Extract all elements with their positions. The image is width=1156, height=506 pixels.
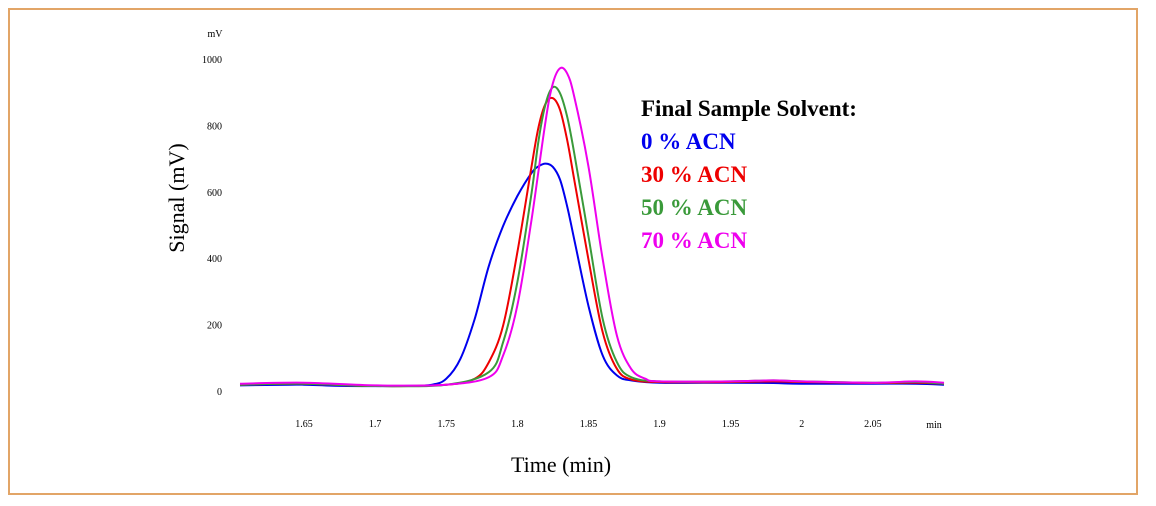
- x-tick-label: 1.65: [295, 419, 313, 430]
- x-tick-label: 1.8: [511, 419, 524, 430]
- x-tick-label: 2.05: [864, 419, 882, 430]
- series-line-70-acn: [239, 66, 945, 387]
- y-tick-label: 200: [207, 321, 222, 332]
- series-layer: [239, 66, 945, 388]
- legend: Final Sample Solvent: 0 % ACN 30 % ACN 5…: [641, 96, 857, 253]
- x-unit-label: min: [926, 420, 942, 431]
- chart-frame: [8, 8, 1138, 495]
- x-tick-label: 1.75: [437, 419, 455, 430]
- legend-title: Final Sample Solvent:: [641, 96, 857, 121]
- y-tick-label: 0: [217, 387, 222, 398]
- y-tick-label: 600: [207, 188, 222, 199]
- y-tick-label: 1000: [202, 55, 222, 66]
- legend-entry-50-acn: 50 % ACN: [641, 195, 747, 220]
- series-line-30-acn: [239, 96, 945, 388]
- x-tick-label: 2: [799, 419, 804, 430]
- legend-entry-0-acn: 0 % ACN: [641, 129, 736, 154]
- y-unit-label: mV: [208, 29, 224, 40]
- x-tick-label: 1.95: [722, 419, 740, 430]
- legend-entry-30-acn: 30 % ACN: [641, 162, 747, 187]
- legend-entry-70-acn: 70 % ACN: [641, 228, 747, 253]
- series-line-50-acn: [239, 85, 945, 388]
- x-tick-label: 1.7: [369, 419, 382, 430]
- y-tick-label: 400: [207, 254, 222, 265]
- x-tick-label: 1.85: [580, 419, 598, 430]
- y-axis-title: Signal (mV): [164, 143, 189, 252]
- x-axis-title: Time (min): [511, 452, 611, 477]
- y-tick-label: 800: [207, 121, 222, 132]
- x-tick-label: 1.9: [653, 419, 666, 430]
- ticks-layer: 0 200 400 600 800 1000 1.65 1.7 1.75 1.8 1.85 1.9 1.…: [202, 55, 882, 430]
